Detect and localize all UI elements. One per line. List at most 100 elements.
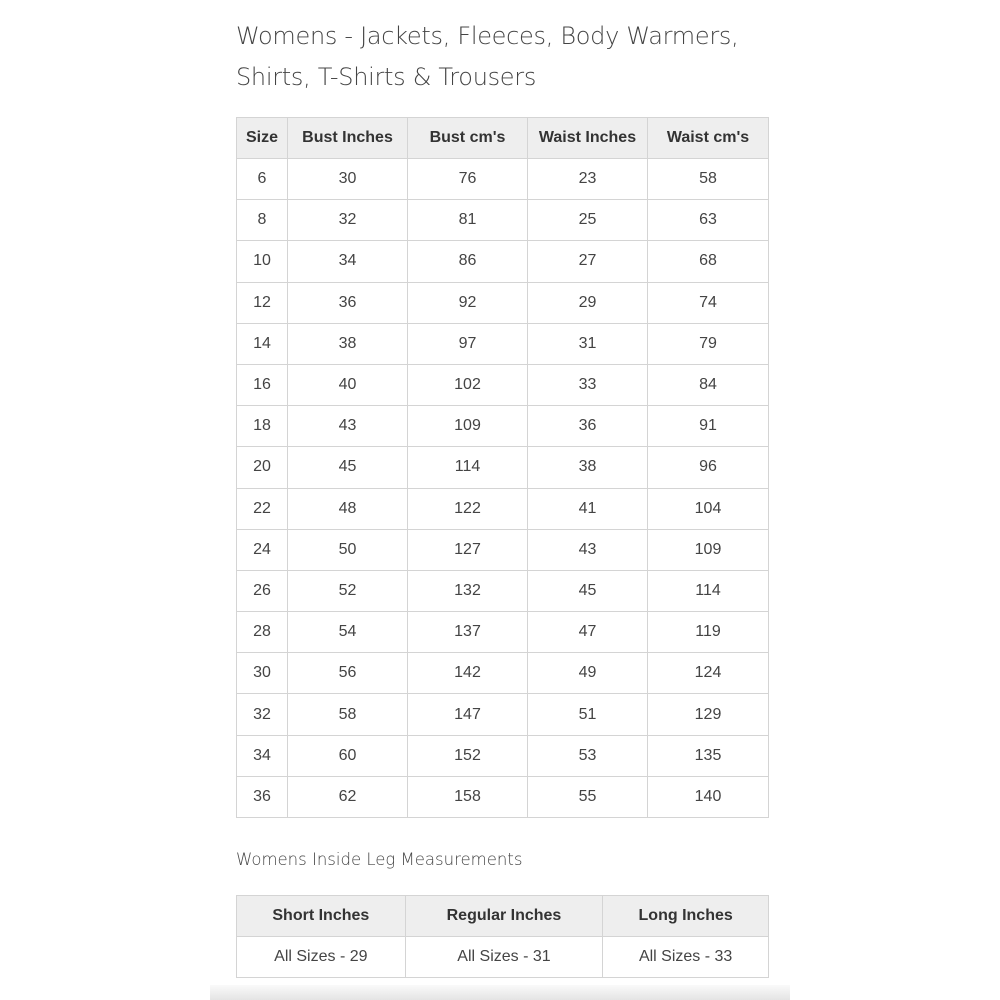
table-cell: 96 <box>647 446 769 489</box>
column-header: Short Inches <box>236 895 406 937</box>
table-row: 18 43 109 36 91 <box>236 405 769 448</box>
table-cell: 58 <box>647 157 769 201</box>
table-cell: 24 <box>236 528 288 571</box>
table-row: All Sizes - 29 All Sizes - 31 All Sizes - … <box>236 936 769 978</box>
table-cell: 18 <box>236 405 288 448</box>
table-row: 10 34 86 27 68 <box>236 240 769 283</box>
table-row: 24 50 127 43 109 <box>236 528 769 571</box>
table-cell: 158 <box>407 775 528 819</box>
table-cell: 20 <box>236 446 288 489</box>
table-row: 8 32 81 25 63 <box>236 199 769 242</box>
table-cell: 49 <box>527 652 648 695</box>
column-header: Regular Inches <box>404 895 604 937</box>
table-cell: 51 <box>527 693 648 736</box>
table-cell: All Sizes - 31 <box>404 936 604 978</box>
size-table: Size Bust Inches Bust cm's Waist Inches Wais… <box>236 117 769 819</box>
table-cell: 43 <box>287 405 408 448</box>
table-cell: 55 <box>527 775 648 819</box>
table-cell: 23 <box>527 157 648 201</box>
table-cell: 114 <box>407 446 528 489</box>
table-cell: 53 <box>527 734 648 777</box>
table-cell: 14 <box>236 322 288 365</box>
column-header: Waist Inches <box>527 117 648 159</box>
table-cell: 92 <box>407 281 528 324</box>
table-cell: 135 <box>647 734 769 777</box>
table-cell: 127 <box>407 528 528 571</box>
table-header-row: Short Inches Regular Inches Long Inches <box>236 895 769 937</box>
table-cell: 52 <box>287 569 408 613</box>
table-cell: 62 <box>287 775 408 819</box>
table-cell: 102 <box>407 363 528 407</box>
title-line-2: Shirts, T-Shirts & Trousers <box>236 63 537 91</box>
table-cell: 152 <box>407 734 528 777</box>
table-cell: 27 <box>527 240 648 283</box>
table-row: 12 36 92 29 74 <box>236 281 769 324</box>
table-row: 14 38 97 31 79 <box>236 322 769 365</box>
table-cell: 26 <box>236 569 288 613</box>
table-cell: 38 <box>287 322 408 365</box>
table-cell: 41 <box>527 487 648 530</box>
table-cell: 33 <box>527 363 648 407</box>
table-cell: 56 <box>287 652 408 695</box>
table-cell: 10 <box>236 240 288 283</box>
table-cell: 6 <box>236 157 288 201</box>
table-cell: 60 <box>287 734 408 777</box>
table-cell: 38 <box>527 446 648 489</box>
table-cell: 68 <box>647 240 769 283</box>
table-cell: 34 <box>236 734 288 777</box>
column-header: Bust Inches <box>287 117 408 159</box>
table-cell: 16 <box>236 363 288 407</box>
table-cell: 129 <box>647 693 769 736</box>
table-cell: 43 <box>527 528 648 571</box>
table-cell: 36 <box>287 281 408 324</box>
table-cell: 114 <box>647 569 769 613</box>
table-cell: 29 <box>527 281 648 324</box>
table-cell: 79 <box>647 322 769 365</box>
table-row: 26 52 132 45 114 <box>236 569 769 613</box>
table-cell: 104 <box>647 487 769 530</box>
table-cell: 40 <box>287 363 408 407</box>
table-cell: 109 <box>647 528 769 571</box>
column-header: Long Inches <box>602 895 769 937</box>
table-cell: 45 <box>287 446 408 489</box>
table-cell: All Sizes - 29 <box>236 936 406 978</box>
table-cell: 91 <box>647 405 769 448</box>
table-cell: 30 <box>236 652 288 695</box>
table-row: 28 54 137 47 119 <box>236 611 769 654</box>
table-cell: 54 <box>287 611 408 654</box>
table-cell: 36 <box>527 405 648 448</box>
table-cell: 8 <box>236 199 288 242</box>
table-cell: 25 <box>527 199 648 242</box>
table-cell: 74 <box>647 281 769 324</box>
table-cell: 147 <box>407 693 528 736</box>
leg-measurements-heading: Womens Inside Leg Measurements <box>236 850 523 869</box>
table-cell: 63 <box>647 199 769 242</box>
table-row: 36 62 158 55 140 <box>236 775 769 819</box>
table-cell: 124 <box>647 652 769 695</box>
column-header: Waist cm's <box>647 117 769 159</box>
table-cell: 86 <box>407 240 528 283</box>
table-cell: 34 <box>287 240 408 283</box>
table-cell: 50 <box>287 528 408 571</box>
title-line-1: Womens - Jackets, Fleeces, Body Warmers, <box>236 22 739 50</box>
table-cell: 47 <box>527 611 648 654</box>
table-cell: 12 <box>236 281 288 324</box>
column-header: Size <box>236 117 288 159</box>
table-cell: 58 <box>287 693 408 736</box>
table-row: 34 60 152 53 135 <box>236 734 769 777</box>
table-cell: 81 <box>407 199 528 242</box>
table-cell: 109 <box>407 405 528 448</box>
table-cell: All Sizes - 33 <box>602 936 769 978</box>
table-cell: 76 <box>407 157 528 201</box>
table-row: 32 58 147 51 129 <box>236 693 769 736</box>
table-cell: 137 <box>407 611 528 654</box>
page-title: Womens - Jackets, Fleeces, Body Warmers,… <box>236 16 796 98</box>
table-header-row: Size Bust Inches Bust cm's Waist Inches Wais… <box>236 117 769 159</box>
table-cell: 31 <box>527 322 648 365</box>
table-cell: 30 <box>287 157 408 201</box>
table-cell: 84 <box>647 363 769 407</box>
column-header: Bust cm's <box>407 117 528 159</box>
table-cell: 140 <box>647 775 769 819</box>
table-cell: 28 <box>236 611 288 654</box>
table-cell: 97 <box>407 322 528 365</box>
